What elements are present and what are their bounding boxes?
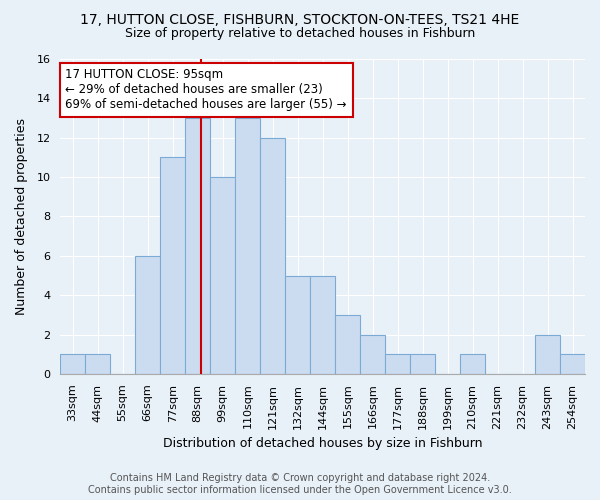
Text: Size of property relative to detached houses in Fishburn: Size of property relative to detached ho…	[125, 28, 475, 40]
Bar	[210, 177, 235, 374]
Bar	[360, 334, 385, 374]
Bar	[385, 354, 410, 374]
Bar	[235, 118, 260, 374]
Text: Contains HM Land Registry data © Crown copyright and database right 2024.
Contai: Contains HM Land Registry data © Crown c…	[88, 474, 512, 495]
Bar	[285, 276, 310, 374]
Bar	[460, 354, 485, 374]
Bar	[60, 354, 85, 374]
Bar	[85, 354, 110, 374]
Bar	[335, 315, 360, 374]
Bar	[310, 276, 335, 374]
Bar	[185, 118, 210, 374]
Bar	[260, 138, 285, 374]
Bar	[135, 256, 160, 374]
Bar	[410, 354, 435, 374]
Text: 17, HUTTON CLOSE, FISHBURN, STOCKTON-ON-TEES, TS21 4HE: 17, HUTTON CLOSE, FISHBURN, STOCKTON-ON-…	[80, 12, 520, 26]
Text: 17 HUTTON CLOSE: 95sqm
← 29% of detached houses are smaller (23)
69% of semi-det: 17 HUTTON CLOSE: 95sqm ← 29% of detached…	[65, 68, 347, 112]
Y-axis label: Number of detached properties: Number of detached properties	[15, 118, 28, 315]
Bar	[560, 354, 585, 374]
Bar	[535, 334, 560, 374]
X-axis label: Distribution of detached houses by size in Fishburn: Distribution of detached houses by size …	[163, 437, 482, 450]
Bar	[160, 158, 185, 374]
